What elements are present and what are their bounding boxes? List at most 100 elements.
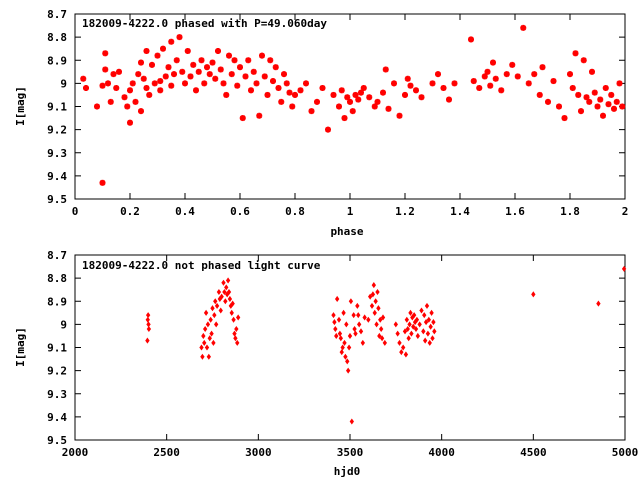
data-point: [231, 57, 238, 64]
data-point: [470, 78, 477, 85]
data-point: [230, 300, 235, 307]
x-tick-label: 2: [622, 205, 629, 218]
data-point: [200, 353, 205, 360]
data-point: [358, 328, 364, 335]
data-point: [272, 64, 279, 71]
data-point: [583, 94, 590, 101]
data-point: [102, 50, 109, 57]
data-point: [509, 61, 516, 68]
data-point: [346, 344, 352, 351]
data-point: [334, 295, 340, 302]
data-point: [539, 64, 546, 71]
data-point: [210, 305, 215, 312]
data-point: [385, 105, 392, 112]
data-point: [596, 300, 601, 307]
data-point: [151, 80, 158, 87]
data-point: [380, 314, 386, 321]
data-point: [374, 321, 379, 328]
data-point: [404, 75, 411, 82]
data-point: [205, 321, 211, 328]
y-tick-label: 8.9: [47, 295, 67, 308]
data-point: [165, 64, 172, 71]
data-point: [289, 103, 296, 110]
data-point: [225, 277, 231, 284]
data-point: [154, 52, 161, 59]
data-point: [550, 78, 557, 85]
data-point: [308, 108, 315, 115]
data-point: [382, 339, 388, 346]
data-point: [476, 85, 483, 91]
data-point: [377, 332, 382, 339]
phased-plot-xticks: 0 0.2 0.4 0.6 0.8 1 1.2 1.4 1.6 1.8 2: [72, 14, 629, 218]
data-point: [229, 309, 234, 316]
y-tick-label: 9.1: [47, 342, 67, 355]
data-point: [334, 332, 339, 339]
data-point: [157, 87, 164, 94]
data-point: [157, 78, 164, 85]
data-point: [580, 57, 587, 64]
data-point: [127, 87, 133, 94]
data-point: [319, 85, 326, 91]
data-point: [121, 94, 128, 101]
data-point: [397, 339, 402, 346]
data-point: [297, 87, 304, 94]
x-tick-label: 1: [347, 205, 354, 218]
data-point: [425, 330, 431, 337]
data-point: [376, 305, 381, 312]
data-point: [345, 358, 350, 365]
data-point: [531, 71, 538, 78]
data-point: [498, 87, 505, 94]
data-point: [162, 73, 169, 80]
data-point: [536, 91, 543, 98]
x-tick-label: 5000: [612, 446, 639, 459]
data-point: [430, 335, 435, 342]
data-point: [378, 325, 384, 333]
data-point: [213, 321, 219, 328]
data-point: [341, 115, 348, 122]
x-tick-label: 0.8: [285, 205, 305, 218]
data-point: [337, 330, 343, 337]
data-point: [373, 298, 378, 305]
data-point: [578, 108, 584, 115]
data-point: [396, 112, 403, 119]
data-point: [206, 353, 212, 360]
data-point: [379, 335, 385, 342]
data-point: [435, 71, 441, 78]
data-point: [215, 48, 221, 54]
data-point: [400, 344, 406, 351]
raw-plot: 182009-4222.0 not phased light curve hjd…: [14, 249, 638, 478]
data-point: [208, 316, 213, 323]
data-point: [143, 48, 150, 54]
data-point: [358, 89, 364, 96]
data-point: [179, 68, 186, 75]
phased-plot-ylabel: I[mag]: [14, 86, 27, 126]
data-point: [349, 108, 356, 115]
x-tick-label: 2500: [153, 446, 180, 459]
data-point: [275, 85, 282, 91]
data-point: [234, 82, 241, 89]
data-point: [619, 103, 626, 110]
data-point: [99, 82, 106, 89]
data-point: [105, 80, 111, 87]
phased-plot-xlabel: phase: [330, 225, 363, 238]
data-point: [344, 94, 351, 101]
data-point: [531, 291, 536, 298]
y-tick-label: 9.3: [47, 388, 67, 401]
data-point: [349, 418, 355, 425]
data-point: [135, 71, 142, 78]
data-point: [605, 101, 612, 108]
data-point: [429, 309, 434, 316]
data-point: [231, 316, 236, 323]
data-point: [374, 98, 381, 105]
data-point: [217, 66, 224, 73]
data-point: [380, 89, 386, 96]
data-point: [405, 325, 410, 333]
data-point: [250, 68, 257, 75]
data-point: [132, 98, 139, 105]
data-point: [602, 85, 609, 91]
data-point: [432, 328, 437, 335]
y-tick-label: 9.3: [47, 147, 67, 160]
data-point: [332, 319, 337, 326]
data-point: [406, 335, 411, 342]
data-point: [201, 80, 208, 87]
